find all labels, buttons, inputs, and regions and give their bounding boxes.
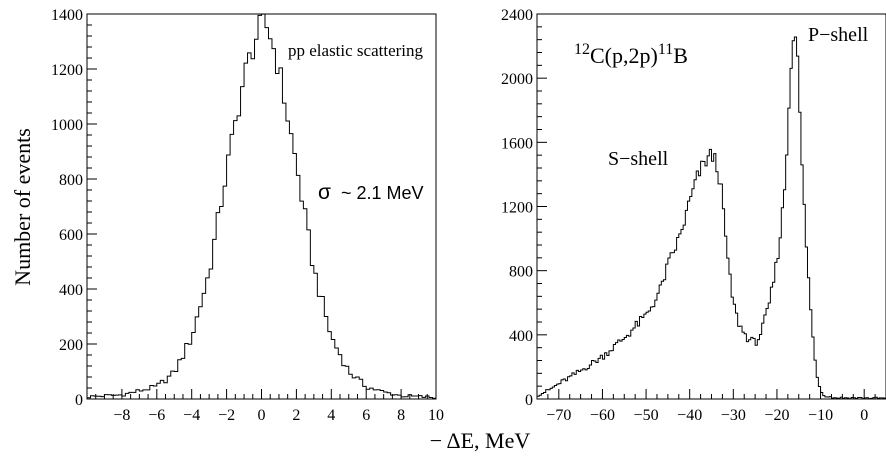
annotation-reaction: 12C(p,2p)11B [574,41,688,68]
reaction-base-c-p2p: C(p,2p) [590,43,658,68]
y-axis-label: Number of events [10,128,35,286]
y-tick-label: 400 [509,328,533,345]
y-tick-labels: 0 400 800 1200 1600 2000 2400 [501,7,533,409]
y-tick-label: 200 [59,337,83,354]
reaction-base-b: B [673,43,688,68]
reaction-superscript-12: 12 [574,41,590,58]
reaction-superscript-11: 11 [658,41,673,58]
x-tick-label: −70 [546,407,571,424]
y-tick-label: 600 [59,227,83,244]
histogram-layer [537,36,886,400]
y-tick-label: 400 [59,282,83,299]
histogram-series-line [537,36,886,400]
plot-frame [536,13,886,400]
y-tick-label: 1200 [501,200,533,217]
x-tick-label: 0 [860,407,868,424]
x-axis-label: − ΔE, MeV [430,428,531,453]
y-tick-labels: 0 200 400 600 800 1000 1200 1400 [51,7,83,409]
x-tick-label: 4 [327,407,335,424]
y-tick-label: 800 [509,264,533,281]
x-tick-labels: −70 −60 −50 −40 −30 −20 −10 0 [546,407,868,424]
annotation-s-shell: S−shell [608,148,669,170]
tick-marks [86,13,437,400]
y-tick-label: 2400 [501,7,533,24]
x-tick-labels: −8 −6 −4 −2 0 2 4 6 8 10 [113,407,444,424]
y-tick-label: 1600 [501,135,533,152]
x-tick-label: 6 [362,407,370,424]
x-tick-label: −10 [808,407,833,424]
y-tick-label: 800 [59,172,83,189]
plot-frame [86,13,437,400]
histogram-series-line [87,13,436,399]
annotation-sigma-group: σ ~ 2.1 MeV [318,181,424,204]
y-tick-label: 1200 [51,62,83,79]
x-tick-label: −6 [148,407,165,424]
x-tick-label: −50 [634,407,659,424]
y-tick-label: 0 [525,392,533,409]
x-tick-label: 10 [428,407,444,424]
x-tick-label: −20 [764,407,789,424]
y-tick-label: 1400 [51,7,83,24]
y-tick-label: 0 [75,392,83,409]
x-tick-label: 0 [258,407,266,424]
x-tick-label: −2 [218,407,235,424]
x-tick-label: −4 [183,407,200,424]
chart-panel-pp-elastic: 0 200 400 600 800 1000 1200 1400 −8 −6 −4 −2 0 2 4 6 8 1… [51,7,444,424]
y-tick-label: 1000 [51,117,83,134]
x-tick-label: 8 [397,407,405,424]
y-tick-label: 2000 [501,71,533,88]
annotation-sigma-value: ~ 2.1 MeV [341,183,424,203]
annotation-sigma-symbol: σ [318,181,331,204]
x-tick-label: −8 [113,407,130,424]
tick-marks [536,13,886,400]
histogram-layer [87,13,436,399]
x-tick-label: −30 [721,407,746,424]
x-tick-label: −40 [677,407,702,424]
x-tick-label: 2 [292,407,300,424]
x-tick-label: −60 [590,407,615,424]
annotation-p-shell: P−shell [808,24,869,46]
annotation-process: pp elastic scattering [288,41,424,60]
